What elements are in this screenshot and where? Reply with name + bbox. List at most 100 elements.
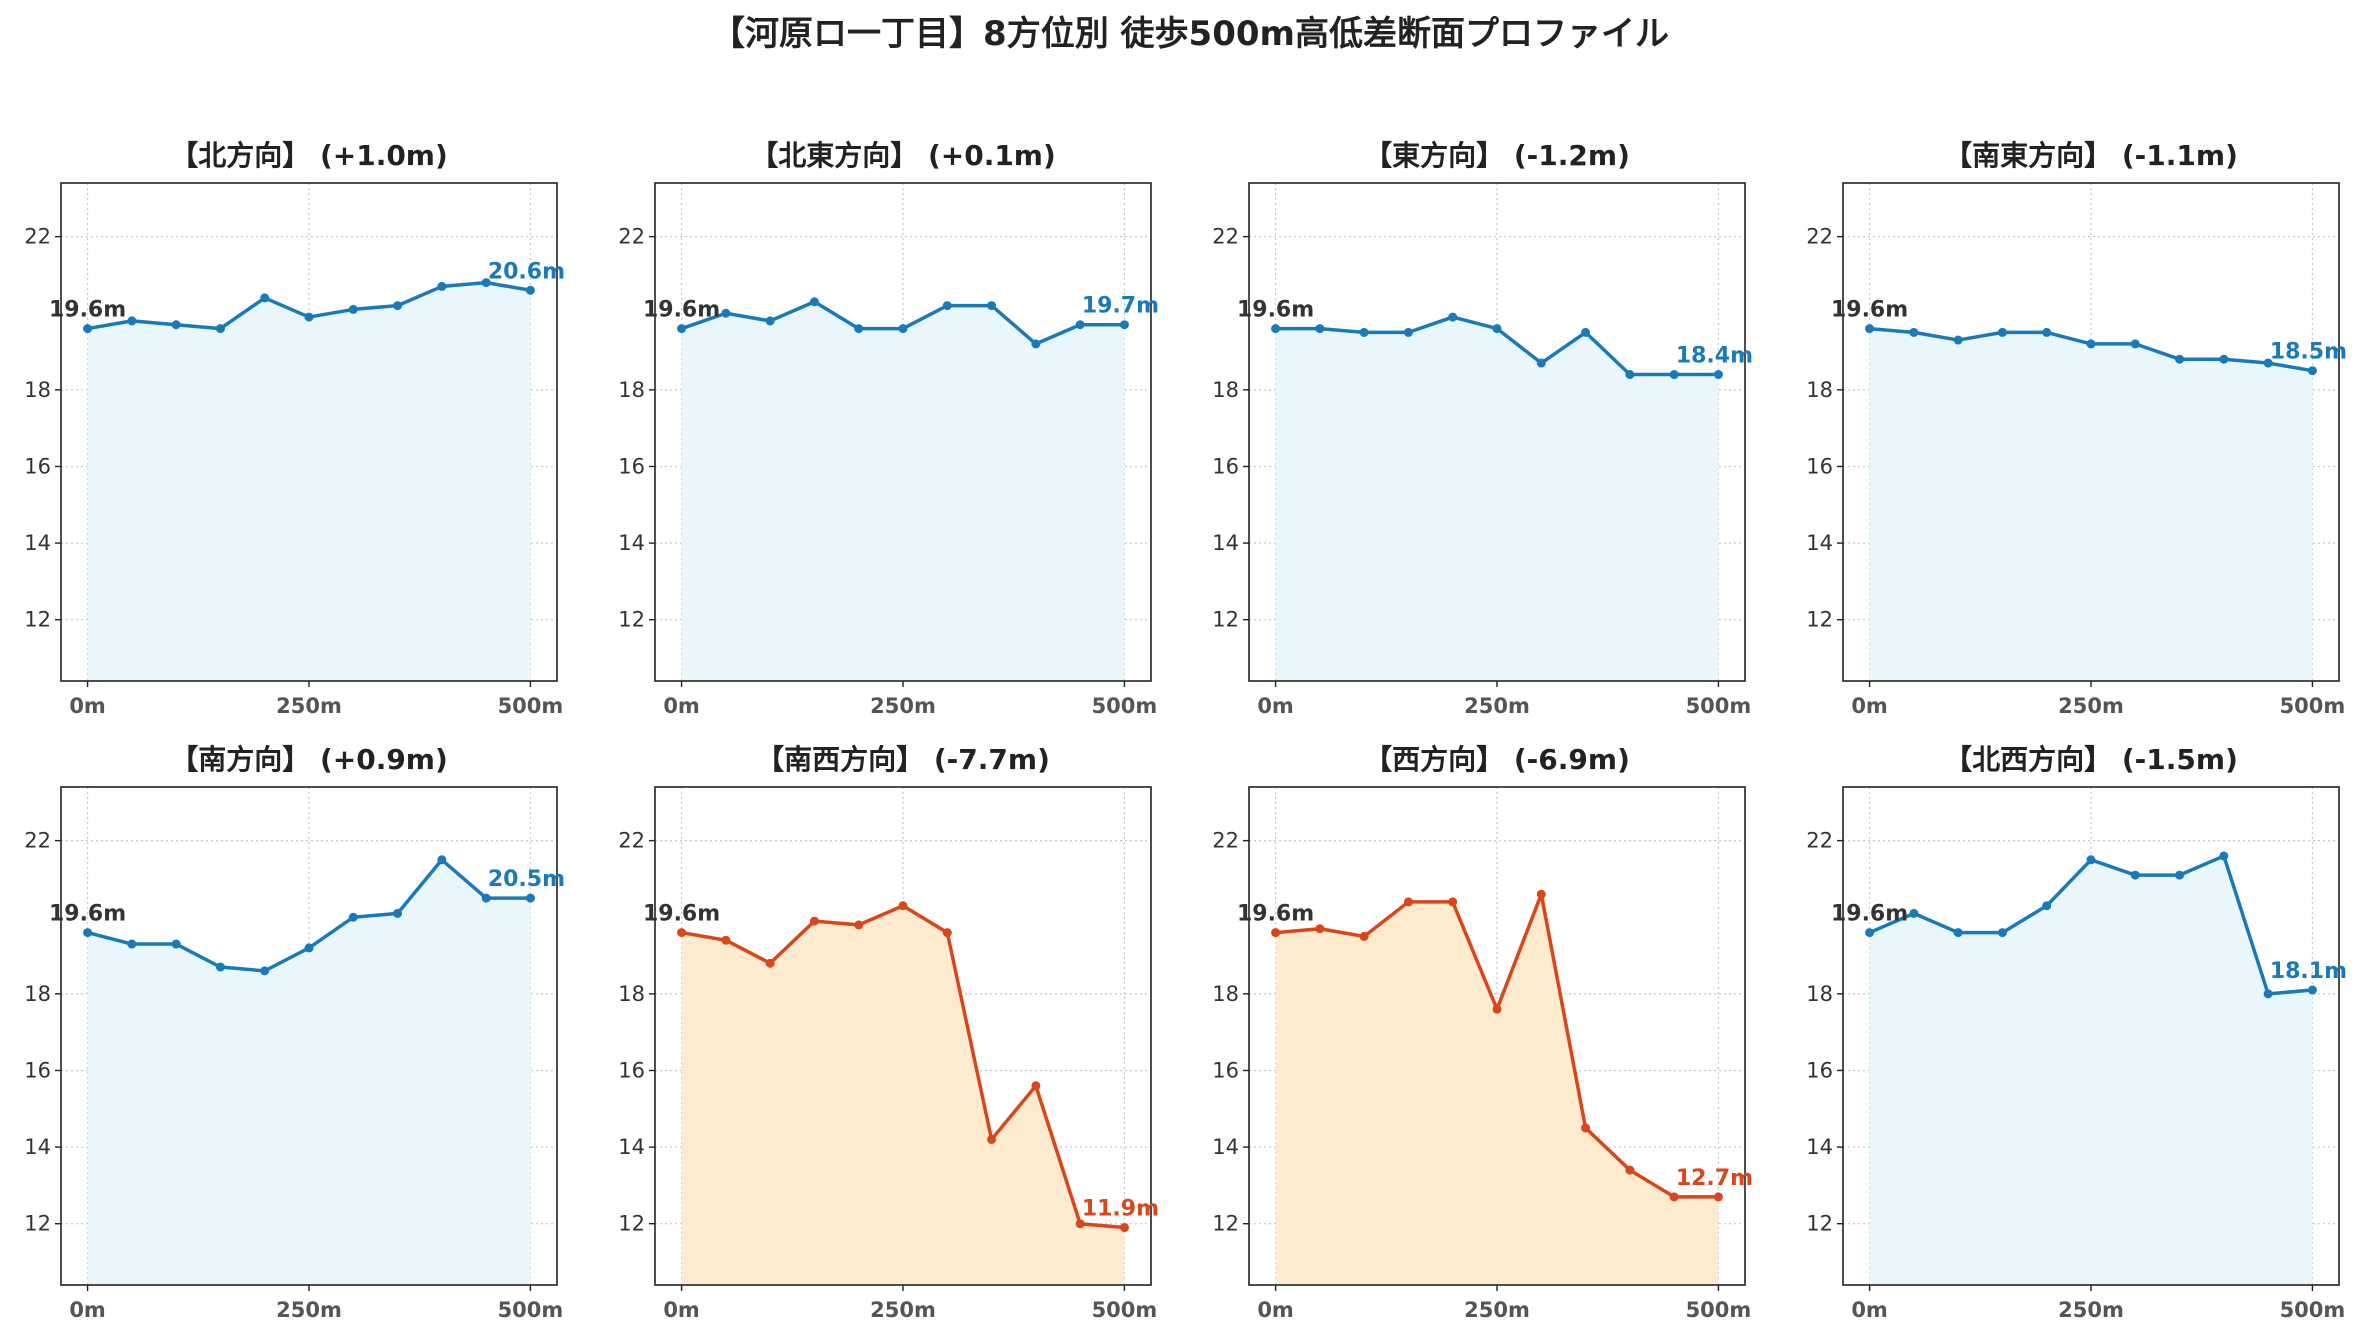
- data-point: [260, 966, 270, 976]
- data-point: [854, 920, 864, 930]
- end-elevation-label: 20.6m: [488, 259, 565, 284]
- data-point: [2263, 989, 2273, 999]
- data-point: [171, 320, 181, 330]
- data-point: [1865, 324, 1875, 334]
- data-point: [393, 908, 403, 918]
- y-tick-label: 18: [618, 378, 645, 402]
- data-point: [1492, 1004, 1502, 1014]
- data-point: [2130, 870, 2140, 880]
- x-tick-label: 250m: [2058, 694, 2124, 718]
- end-elevation-label: 18.4m: [1676, 344, 1753, 369]
- data-point: [1865, 928, 1875, 938]
- data-point: [1669, 370, 1679, 380]
- subplot-2: 【北東方向】 (+0.1m) 12 14 16 18 22 0m 250m 500m 19.6m 1…: [618, 139, 1159, 718]
- data-point: [2175, 870, 2185, 880]
- elevation-area: [1275, 894, 1719, 1285]
- y-tick-label: 18: [24, 982, 51, 1006]
- subplot-6: 【南西方向】 (-7.7m) 12 14 16 18 22 0m 250m 500m 19.6m 1…: [618, 743, 1159, 1322]
- subplot-title: 【東方向】 (-1.2m): [1364, 139, 1630, 172]
- x-tick-label: 500m: [2280, 694, 2346, 718]
- y-tick-label: 18: [618, 982, 645, 1006]
- start-elevation-label: 19.6m: [1237, 298, 1314, 323]
- subplot-title: 【西方向】 (-6.9m): [1364, 743, 1630, 776]
- end-elevation-label: 20.5m: [488, 867, 565, 892]
- data-point: [987, 301, 997, 311]
- y-tick-label: 16: [1806, 454, 1833, 478]
- x-tick-label: 250m: [1464, 1298, 1530, 1322]
- data-point: [2219, 851, 2229, 861]
- y-tick-label: 16: [1806, 1058, 1833, 1082]
- subplot-4: 【南東方向】 (-1.1m) 12 14 16 18 22 0m 250m 500m 19.6m 1…: [1806, 139, 2347, 718]
- y-tick-label: 12: [1212, 608, 1239, 632]
- y-tick-label: 12: [24, 1212, 51, 1236]
- data-point: [525, 893, 535, 903]
- data-point: [1669, 1192, 1679, 1202]
- y-tick-label: 14: [1212, 1135, 1239, 1159]
- data-point: [1031, 339, 1041, 349]
- data-point: [809, 297, 819, 307]
- data-point: [1492, 324, 1502, 334]
- y-tick-label: 18: [1212, 982, 1239, 1006]
- data-point: [2130, 339, 2140, 349]
- y-tick-label: 16: [24, 1058, 51, 1082]
- data-point: [525, 285, 535, 295]
- x-tick-label: 250m: [2058, 1298, 2124, 1322]
- data-point: [898, 901, 908, 911]
- subplot-title: 【北東方向】 (+0.1m): [750, 139, 1056, 172]
- x-tick-label: 0m: [1257, 1298, 1294, 1322]
- data-point: [260, 293, 270, 303]
- y-tick-label: 12: [24, 608, 51, 632]
- data-point: [304, 943, 314, 953]
- y-tick-label: 16: [1212, 454, 1239, 478]
- x-tick-label: 500m: [498, 694, 564, 718]
- data-point: [1119, 320, 1129, 330]
- data-point: [1403, 327, 1413, 337]
- y-tick-label: 12: [618, 608, 645, 632]
- data-point: [1315, 324, 1325, 334]
- subplot-1: 【北方向】 (+1.0m) 12 14 16 18 22 0m 250m 500m 19.6m 20…: [24, 139, 565, 718]
- data-point: [2042, 901, 2052, 911]
- start-label-mask: [1235, 899, 1247, 926]
- start-label-mask: [47, 295, 59, 322]
- end-elevation-label: 19.7m: [1082, 294, 1159, 319]
- data-point: [171, 939, 181, 949]
- data-point: [1075, 320, 1085, 330]
- x-tick-label: 500m: [1092, 1298, 1158, 1322]
- data-point: [437, 855, 447, 865]
- data-point: [1315, 924, 1325, 934]
- data-point: [1536, 358, 1546, 368]
- data-point: [481, 278, 491, 288]
- y-tick-label: 14: [618, 1135, 645, 1159]
- data-point: [1448, 312, 1458, 322]
- data-point: [677, 324, 687, 334]
- y-tick-label: 18: [24, 378, 51, 402]
- start-elevation-label: 19.6m: [1831, 902, 1908, 927]
- x-tick-label: 250m: [276, 694, 342, 718]
- x-tick-label: 500m: [1686, 1298, 1752, 1322]
- y-tick-label: 14: [1212, 531, 1239, 555]
- elevation-area: [681, 301, 1125, 681]
- data-point: [942, 301, 952, 311]
- data-point: [304, 312, 314, 322]
- y-tick-label: 22: [618, 225, 645, 249]
- subplot-title: 【北方向】 (+1.0m): [170, 139, 448, 172]
- data-point: [1953, 335, 1963, 345]
- data-point: [127, 939, 137, 949]
- x-tick-label: 0m: [1851, 1298, 1888, 1322]
- y-tick-label: 22: [1212, 829, 1239, 853]
- data-point: [1909, 327, 1919, 337]
- data-point: [83, 928, 93, 938]
- start-label-mask: [641, 899, 653, 926]
- start-label-mask: [47, 899, 59, 926]
- data-point: [348, 304, 358, 314]
- data-point: [348, 912, 358, 922]
- y-tick-label: 22: [1212, 225, 1239, 249]
- data-point: [1119, 1223, 1129, 1233]
- data-point: [2307, 366, 2317, 376]
- y-tick-label: 14: [618, 531, 645, 555]
- elevation-area: [1869, 855, 2313, 1285]
- data-point: [2175, 354, 2185, 364]
- y-tick-label: 18: [1212, 378, 1239, 402]
- data-point: [437, 281, 447, 291]
- subplot-title: 【南方向】 (+0.9m): [170, 743, 448, 776]
